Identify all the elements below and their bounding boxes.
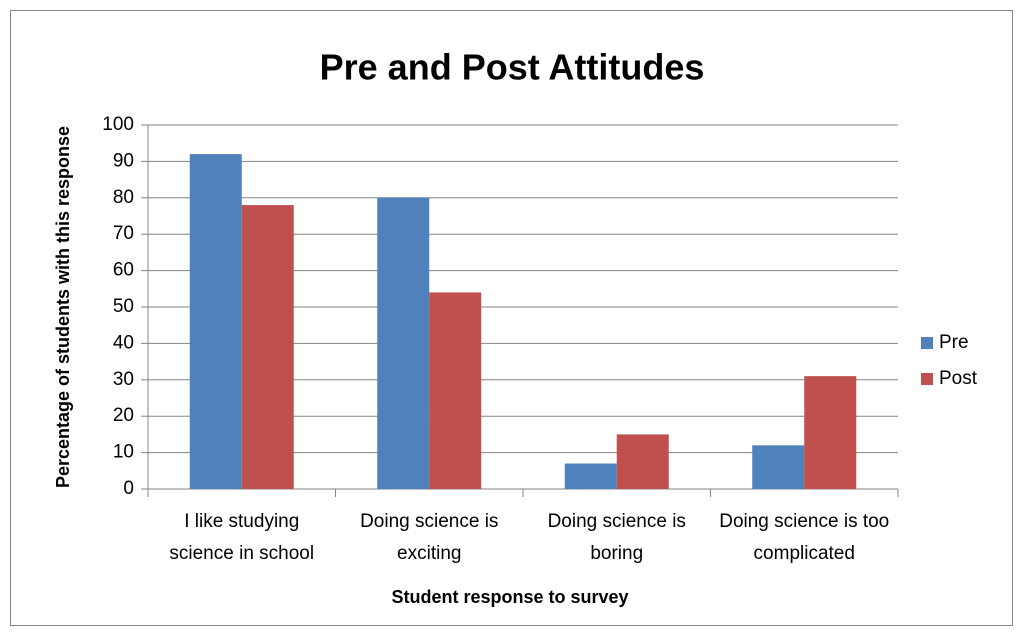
legend-label: Post: [939, 368, 978, 389]
y-tick-label: 0: [123, 478, 134, 499]
y-tick-label: 40: [113, 332, 134, 353]
y-tick-label: 90: [113, 150, 134, 171]
y-tick-label: 50: [113, 296, 134, 317]
y-tick-label: 10: [113, 442, 134, 463]
y-tick-label: 80: [113, 187, 134, 208]
bar: [377, 197, 430, 490]
x-tick-label: I like studying science in school: [169, 511, 315, 564]
bar: [564, 463, 617, 489]
x-tick-label: Doing science is exciting: [360, 511, 499, 564]
y-tick-label: 60: [113, 260, 134, 281]
bar: [429, 292, 482, 489]
bar: [804, 376, 857, 489]
bar: [241, 205, 294, 489]
legend-label: Pre: [939, 332, 969, 353]
y-tick-label: 100: [102, 114, 134, 135]
bar: [752, 445, 805, 489]
legend-swatch: [921, 373, 933, 385]
chart-title: Pre and Post Attitudes: [320, 47, 705, 88]
chart-border: [10, 10, 1013, 626]
y-axis-label: Percentage of students with this respons…: [53, 126, 73, 488]
legend-swatch: [921, 337, 933, 349]
x-tick-label: Doing science is boring: [547, 511, 686, 564]
y-tick-label: 70: [113, 223, 134, 244]
x-tick-label: Doing science is too complicated: [719, 511, 890, 564]
x-axis-label: Student response to survey: [391, 587, 628, 607]
bar: [189, 154, 242, 489]
bar: [616, 434, 669, 489]
y-tick-label: 20: [113, 405, 134, 426]
y-tick-label: 30: [113, 369, 134, 390]
